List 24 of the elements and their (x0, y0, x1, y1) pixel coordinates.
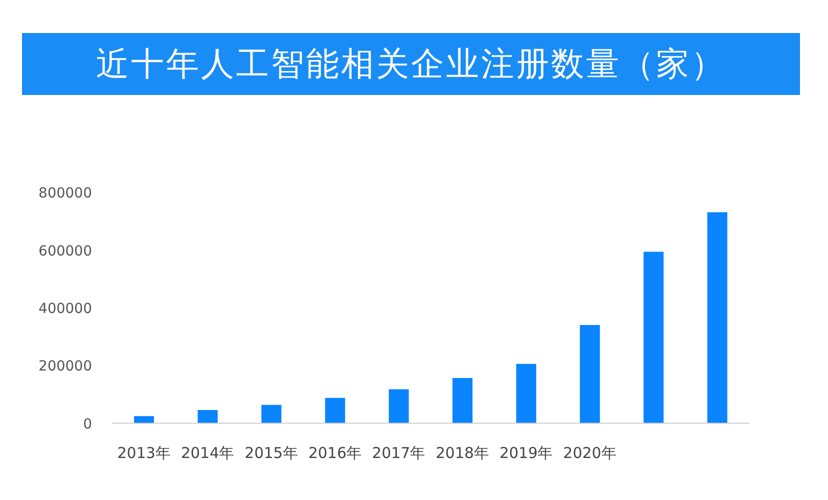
x-tick-label: 2014年 (180, 444, 234, 462)
x-tick-label: 2017年 (372, 444, 426, 462)
x-tick-label: 2016年 (308, 444, 362, 462)
y-tick-label: 200000 (38, 358, 92, 375)
x-tick-label: 2020年 (563, 444, 616, 462)
x-tick-label: 2015年 (244, 444, 298, 462)
bar (325, 398, 346, 424)
bar (388, 389, 409, 424)
bar (452, 378, 472, 424)
chart-title: 近十年人工智能相关企业注册数量（家） (96, 44, 726, 83)
bar (707, 212, 728, 424)
x-tick-label: 2013年 (117, 444, 170, 462)
bar (198, 410, 218, 424)
bar (644, 252, 664, 424)
x-tick-label: 2019年 (499, 444, 553, 462)
y-tick-label: 800000 (38, 186, 92, 202)
x-tick-label: 2018年 (436, 444, 489, 462)
y-tick-label: 600000 (38, 243, 92, 260)
bar (134, 416, 154, 424)
bar (261, 404, 282, 424)
bar (580, 325, 600, 424)
bar (516, 364, 536, 424)
y-tick-label: 400000 (38, 300, 92, 317)
y-tick-label: 0 (83, 416, 92, 432)
